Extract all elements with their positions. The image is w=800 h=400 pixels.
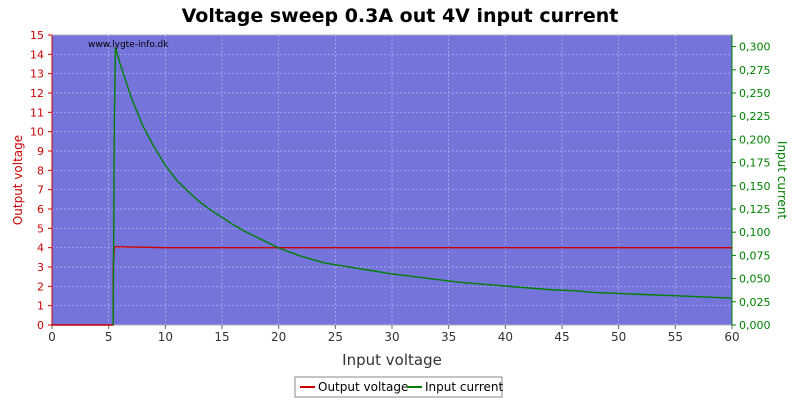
left-tick-label: 3 <box>37 261 44 274</box>
x-axis: 0 5 10 15 20 25 30 35 40 45 50 55 60 <box>48 325 740 344</box>
x-tick-label: 40 <box>498 330 513 344</box>
left-tick-label: 8 <box>37 164 44 177</box>
left-tick-label: 4 <box>37 242 44 255</box>
chart-title: Voltage sweep 0.3A out 4V input current <box>182 5 619 27</box>
right-tick-label: 0,300 <box>739 41 771 54</box>
right-tick-label: 0,275 <box>739 64 771 77</box>
x-tick-label: 25 <box>328 330 343 344</box>
right-tick-label: 0,250 <box>739 87 771 100</box>
series-layer <box>52 46 733 326</box>
x-tick-label: 20 <box>271 330 286 344</box>
x-tick-label: 35 <box>441 330 456 344</box>
x-tick-label: 5 <box>105 330 113 344</box>
left-tick-label: 2 <box>37 280 44 293</box>
x-tick-label: 15 <box>214 330 229 344</box>
right-axis-title: Input current <box>775 141 789 219</box>
left-tick-label: 14 <box>30 48 44 61</box>
right-tick-label: 0,025 <box>739 296 771 309</box>
left-tick-label: 0 <box>37 319 44 332</box>
right-tick-label: 0,200 <box>739 133 771 146</box>
x-tick-label: 30 <box>384 330 399 344</box>
right-tick-label: 0,125 <box>739 203 771 216</box>
left-tick-label: 9 <box>37 145 44 158</box>
x-tick-label: 60 <box>724 330 739 344</box>
right-tick-label: 0,175 <box>739 157 771 170</box>
right-tick-label: 0,100 <box>739 226 771 239</box>
x-tick-label: 50 <box>611 330 626 344</box>
legend-label-input-current: Input current <box>425 380 503 394</box>
legend: Output voltage Input current <box>294 376 503 398</box>
right-tick-label: 0,225 <box>739 110 771 123</box>
left-tick-label: 6 <box>37 203 44 216</box>
x-tick-label: 45 <box>554 330 569 344</box>
left-tick-label: 12 <box>30 87 44 100</box>
left-axis-title: Output voltage <box>11 135 25 225</box>
right-tick-label: 0,150 <box>739 180 771 193</box>
x-tick-label: 0 <box>48 330 56 344</box>
watermark-text: www.lygte-info.dk <box>88 40 169 50</box>
x-tick-label: 55 <box>668 330 683 344</box>
left-tick-label: 13 <box>30 68 44 81</box>
left-tick-label: 15 <box>30 29 44 42</box>
right-tick-label: 0,075 <box>739 249 771 262</box>
right-y-axis: 0,000 0,025 0,050 0,075 0,100 0,125 0,150 0,175… <box>731 35 771 332</box>
left-tick-label: 7 <box>37 184 44 197</box>
right-tick-label: 0,050 <box>739 273 771 286</box>
left-tick-label: 10 <box>30 126 44 139</box>
series-line-input-current <box>112 46 733 326</box>
x-axis-title: Input voltage <box>342 351 442 369</box>
legend-label-output-voltage: Output voltage <box>318 380 408 394</box>
left-tick-label: 1 <box>37 300 44 313</box>
x-tick-label: 10 <box>158 330 173 344</box>
right-tick-label: 0,000 <box>739 319 771 332</box>
left-tick-label: 11 <box>30 106 44 119</box>
legend-box <box>294 376 503 398</box>
left-tick-label: 5 <box>37 222 44 235</box>
